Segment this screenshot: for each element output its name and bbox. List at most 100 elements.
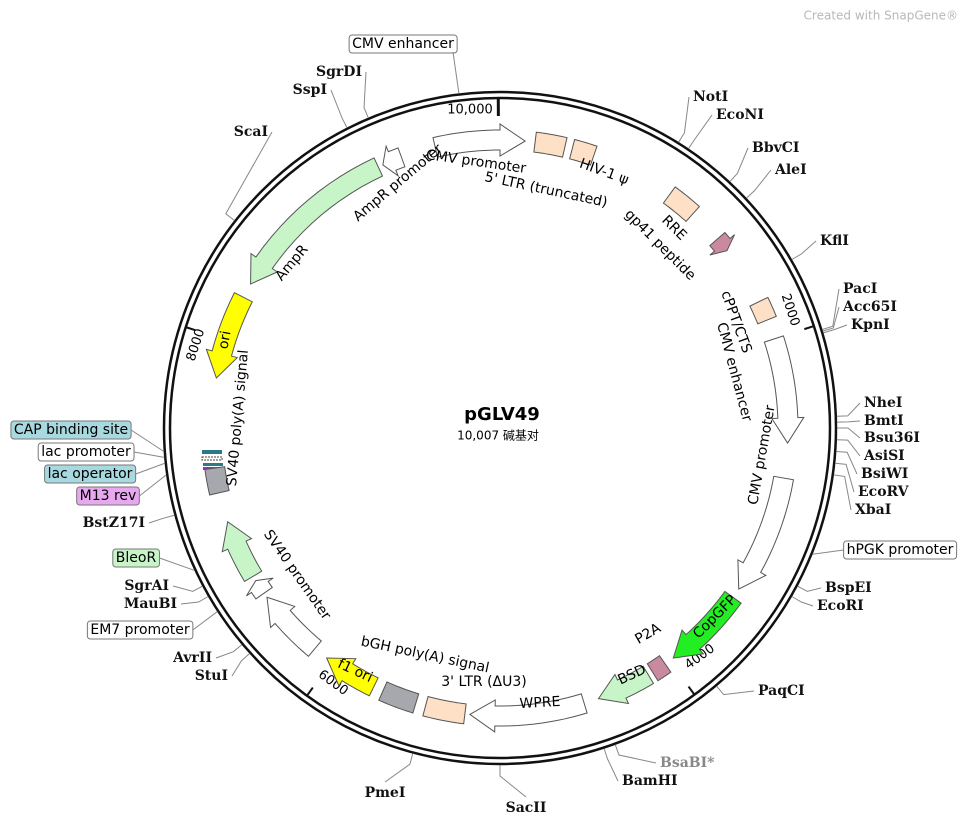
site-label: Acc65I	[842, 299, 897, 315]
feature-label: HIV-1 ψ	[577, 156, 630, 188]
site-leader	[172, 585, 203, 592]
site-label: NheI	[864, 395, 902, 411]
site-leader	[836, 402, 861, 417]
label-leader	[192, 611, 218, 631]
site-label: SgrDI	[316, 64, 362, 80]
site-leader	[614, 744, 657, 764]
site-label: Bsu36I	[864, 430, 920, 446]
boxed-label: EM7 promoter	[86, 620, 194, 640]
site-leader	[688, 114, 713, 149]
site-label: KpnI	[851, 317, 890, 333]
ruler-tick	[185, 326, 196, 332]
ruler-tick	[804, 325, 815, 331]
lac-promoter-mark	[201, 456, 223, 461]
site-label: BsiWI	[861, 466, 908, 482]
feature-label: P2A	[632, 620, 664, 648]
feature-shape	[737, 475, 795, 590]
site-label: KflI	[820, 233, 849, 249]
label-leader	[139, 474, 167, 497]
site-leader	[835, 462, 855, 493]
feature-shape	[204, 466, 230, 496]
label-text: EM7 promoter	[90, 622, 189, 638]
plasmid-size: 10,007 碱基对	[457, 429, 539, 443]
label-text: CMV enhancer	[352, 36, 454, 52]
site-leader	[231, 653, 250, 677]
label-text: BleoR	[116, 550, 157, 566]
site-label: AleI	[774, 162, 807, 178]
feature-shape	[221, 520, 263, 583]
site-leader	[837, 427, 861, 439]
site-label: StuI	[195, 668, 228, 684]
site-label: BmtI	[864, 413, 904, 429]
site-leader	[225, 131, 273, 221]
site-leader	[384, 753, 414, 783]
site-label: BspEI	[825, 580, 872, 596]
feature-shape	[246, 577, 274, 600]
site-label: AvrII	[172, 650, 212, 666]
feature-shape	[568, 138, 598, 166]
feature-shape	[205, 292, 253, 379]
site-leader	[148, 514, 175, 524]
label-text: lac operator	[48, 466, 133, 482]
site-leader	[363, 71, 369, 118]
label-leader	[452, 51, 460, 94]
site-label: PaqCI	[758, 683, 805, 699]
site-label: BstZ17I	[83, 515, 145, 531]
site-leader	[678, 96, 690, 143]
label-text: hPGK promoter	[847, 542, 954, 558]
feature-shape	[597, 665, 655, 705]
site-label: EcoNI	[716, 107, 764, 123]
watermark: Created with SnapGene®	[804, 9, 958, 23]
ruler-tick	[687, 685, 696, 696]
feature-shape	[266, 596, 323, 657]
label-leader	[812, 549, 844, 555]
feature-shape	[749, 296, 777, 325]
site-leader	[836, 451, 858, 475]
site-label: BbvCI	[752, 140, 799, 156]
site-label: AsiSI	[863, 448, 905, 464]
feature-shape	[382, 144, 406, 178]
site-label: BsaBI*	[660, 755, 715, 771]
feature-label: 5' LTR (truncated)	[483, 169, 609, 211]
site-label: EcoRV	[858, 484, 910, 500]
site-leader	[791, 596, 814, 607]
site-label: NotI	[693, 89, 728, 105]
site-leader	[822, 306, 840, 332]
site-label: SspI	[293, 82, 327, 98]
site-leader	[822, 288, 840, 330]
label-text: CAP binding site	[14, 422, 128, 438]
label-leader	[133, 451, 165, 458]
feature-shape	[250, 157, 384, 285]
site-leader	[180, 596, 209, 605]
site-label: PacI	[843, 281, 877, 297]
site-label: XbaI	[855, 502, 891, 518]
feature-label: WPRE	[519, 694, 561, 712]
boxed-label: lac operator	[44, 464, 137, 484]
ruler-label: 2000	[778, 292, 802, 328]
boxed-label: M13 rev	[76, 486, 140, 506]
feature-shape	[763, 335, 805, 445]
feature-shape	[662, 186, 701, 223]
label-leader	[135, 462, 166, 475]
plasmid-name: pGLV49	[464, 404, 540, 425]
feature-label: SV40 poly(A) signal	[224, 349, 252, 487]
feature-shape	[646, 655, 672, 682]
ruler-tick	[306, 686, 314, 697]
site-label: PmeI	[365, 785, 406, 801]
site-leader	[499, 765, 527, 798]
boxed-label: CMV enhancer	[348, 34, 458, 54]
backbone-inner	[168, 96, 832, 760]
feature-shape	[468, 693, 588, 733]
site-leader	[330, 89, 348, 128]
boxed-label: hPGK promoter	[843, 540, 958, 560]
feature-shape	[672, 590, 742, 659]
feature-shape	[422, 695, 467, 725]
feature-label: bGH poly(A) signal	[359, 634, 490, 677]
label-text: lac promoter	[41, 444, 131, 460]
site-leader	[603, 748, 619, 782]
ruler-label: 10,000	[447, 103, 493, 118]
site-leader	[836, 420, 861, 423]
site-leader	[836, 439, 861, 457]
label-text: M13 rev	[80, 488, 137, 504]
